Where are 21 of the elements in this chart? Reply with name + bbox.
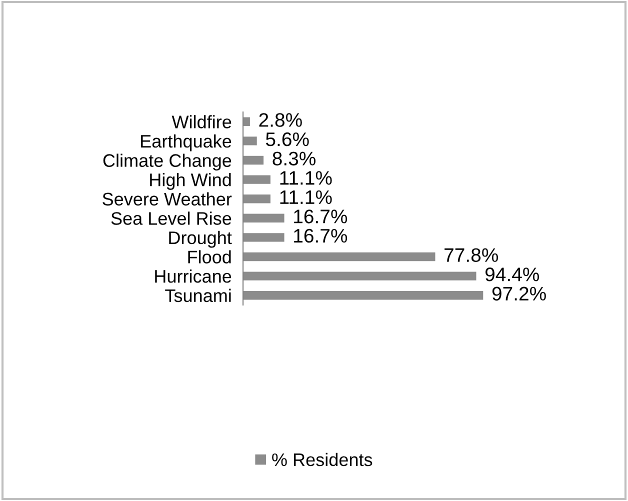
data-label: 94.4% [485, 268, 540, 282]
data-label: 16.7% [294, 228, 348, 243]
y-tick-label: High Wind [150, 173, 231, 190]
y-tick-label: Drought [169, 230, 232, 248]
y-tick-label: Climate Change [103, 154, 232, 171]
y-tick-label: Tsunami [165, 288, 231, 302]
y-tick-label: Severe Weather [102, 192, 232, 206]
y-tick-label: Sea Level Rise [111, 212, 232, 225]
data-label: 97.2% [492, 286, 546, 301]
y-tick-label: Earthquake [141, 134, 232, 152]
data-label: 2.8% [259, 113, 302, 127]
y-tick-label: Hurricane [155, 270, 232, 283]
data-label: 11.1% [280, 190, 332, 204]
y-tick-label: Flood [188, 250, 231, 264]
data-label: 16.7% [294, 210, 348, 224]
legend-label: % Residents [272, 452, 372, 466]
data-label: 5.6% [266, 132, 309, 146]
y-tick-label: Wildfire [172, 115, 232, 128]
data-label: 11.1% [280, 171, 332, 185]
data-label: 8.3% [272, 152, 316, 166]
data-label: 77.8% [444, 248, 498, 262]
